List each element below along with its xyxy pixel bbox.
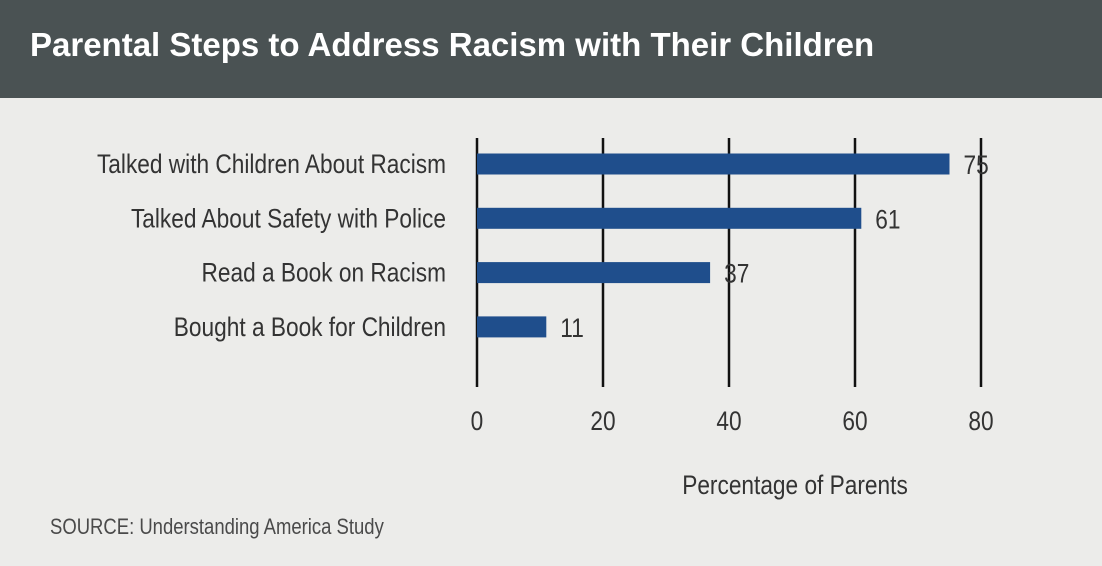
x-tick-label: 0 (471, 406, 484, 436)
category-label: Talked with Children About Racism (97, 149, 446, 179)
x-tick-label: 40 (716, 406, 741, 436)
value-labels: 75 61 37 11 (560, 150, 988, 343)
bar (477, 207, 862, 229)
value-label: 75 (963, 150, 988, 180)
bar (477, 262, 711, 284)
source-note: SOURCE: Understanding America Study (50, 514, 384, 539)
bar (477, 153, 950, 175)
bars (477, 153, 950, 338)
x-tick-label: 60 (842, 406, 867, 436)
value-label: 61 (875, 204, 900, 234)
category-label: Bought a Book for Children (174, 312, 446, 342)
x-axis-label: Percentage of Parents (682, 470, 908, 500)
category-labels: Talked with Children About Racism Talked … (97, 149, 446, 342)
x-tick-label: 20 (590, 406, 615, 436)
x-tick-label: 80 (968, 406, 993, 436)
value-label: 37 (724, 259, 749, 289)
bar (477, 316, 547, 338)
value-label: 11 (560, 313, 584, 343)
page-title: Parental Steps to Address Racism with Th… (30, 26, 875, 63)
tick-labels: 0 20 40 60 80 (471, 406, 994, 436)
category-label: Read a Book on Racism (202, 258, 446, 288)
header-bar: Parental Steps to Address Racism with Th… (0, 0, 1102, 98)
category-label: Talked About Safety with Police (131, 203, 446, 233)
